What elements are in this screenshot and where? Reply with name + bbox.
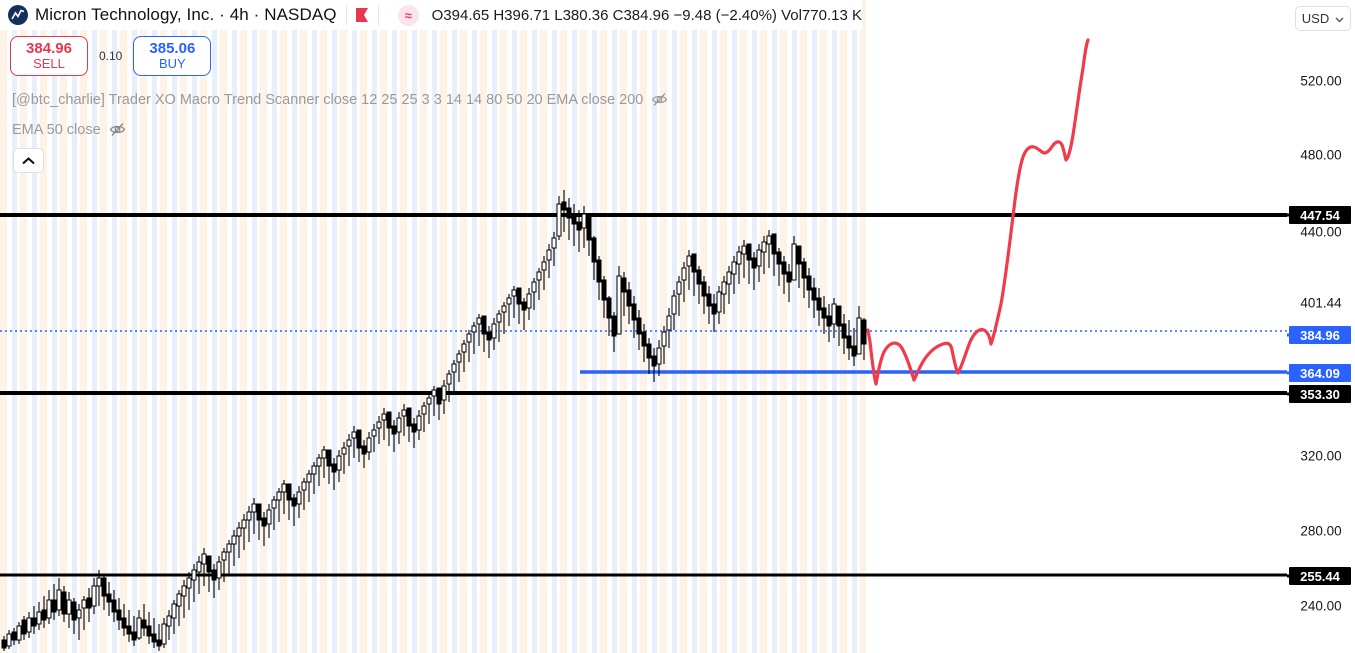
symbol-title[interactable]: Micron Technology, Inc. · 4h · NASDAQ (35, 5, 337, 24)
indicator-legend-ema50[interactable]: EMA 50 close (12, 121, 126, 138)
price-badge[interactable]: 364.09 (1289, 364, 1351, 382)
chart-header: Micron Technology, Inc. · 4h · NASDAQ ≈ … (0, 0, 862, 30)
price-tick: 280.00 (1300, 523, 1342, 539)
candlestick-series (1, 190, 867, 651)
chart-plot-area[interactable] (0, 0, 1287, 653)
chart-svg (0, 38, 1287, 651)
header-divider-2 (377, 5, 379, 25)
sell-label: SELL (33, 56, 65, 72)
price-badge[interactable]: 255.44 (1289, 567, 1351, 585)
currency-label: USD (1301, 11, 1330, 26)
currency-selector[interactable]: USD (1295, 6, 1351, 31)
price-tick: 240.00 (1300, 598, 1342, 614)
price-badge[interactable]: 353.30 (1289, 385, 1351, 403)
sell-button[interactable]: 384.96 SELL (10, 36, 88, 76)
header-divider-1 (345, 5, 347, 25)
indicator-legend-label: EMA 50 close (12, 121, 101, 138)
chevron-up-icon (22, 152, 35, 170)
price-tick: 440.00 (1300, 224, 1342, 240)
buy-button[interactable]: 385.06 BUY (133, 36, 212, 76)
spread-value: 0.10 (99, 49, 123, 63)
price-tick: 520.00 (1300, 73, 1342, 89)
micron-logo-icon (8, 5, 28, 25)
price-tick: 401.44 (1300, 295, 1342, 311)
chevron-down-icon (1335, 11, 1344, 26)
session-background-bands (0, 0, 866, 653)
ohlc-values: O394.65 H396.71 L380.36 C384.96 −9.48 (−… (431, 6, 862, 24)
projection-drawing[interactable] (866, 38, 1090, 386)
red-flag-icon[interactable] (355, 7, 369, 23)
indicator-legend-trend-scanner[interactable]: [@btc_charlie] Trader XO Macro Trend Sca… (12, 91, 668, 108)
price-badge[interactable]: 447.54 (1289, 206, 1351, 224)
buy-price: 385.06 (149, 39, 196, 57)
buy-label: BUY (158, 56, 186, 72)
indicator-legend-label: [@btc_charlie] Trader XO Macro Trend Sca… (12, 91, 644, 108)
sell-price: 384.96 (26, 39, 72, 57)
collapse-legend-button[interactable] (13, 148, 44, 173)
hidden-eye-icon[interactable] (651, 91, 668, 108)
price-axis[interactable]: USD 520.00 480.00 440.00 401.44 320.00 280.00… (1287, 0, 1355, 653)
trade-panel: 384.96 SELL 0.10 385.06 BUY (10, 36, 212, 76)
approximation-icon[interactable]: ≈ (397, 4, 419, 26)
hidden-eye-icon[interactable] (109, 121, 126, 138)
price-tick: 480.00 (1300, 147, 1342, 163)
price-tick: 320.00 (1300, 448, 1342, 464)
price-badge[interactable]: 384.96 (1289, 326, 1351, 344)
